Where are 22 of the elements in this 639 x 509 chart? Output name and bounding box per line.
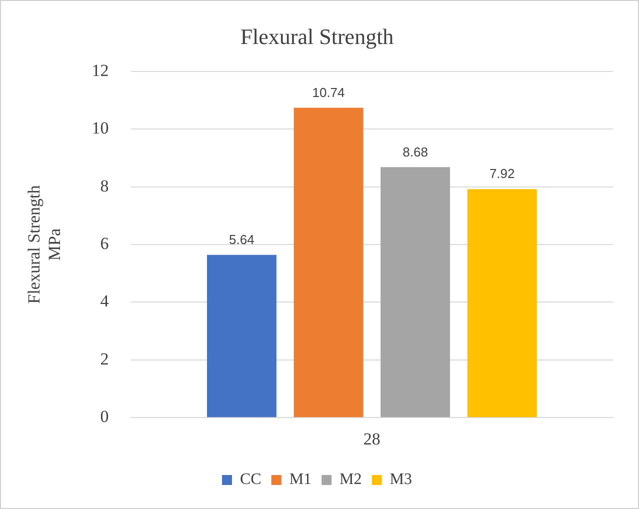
bar: [380, 167, 450, 418]
y-axis-title: Flexural Strength MPa: [24, 184, 64, 304]
bar: [467, 189, 537, 418]
legend-label: M3: [390, 471, 412, 488]
data-label: 7.92: [489, 166, 515, 182]
legend-label: CC: [240, 471, 262, 488]
y-tick-label: 6: [100, 234, 109, 253]
legend-label: M2: [340, 471, 362, 488]
bar: [294, 108, 364, 418]
data-label: 8.68: [402, 144, 428, 160]
y-tick-label: 0: [100, 407, 109, 426]
legend-label: M1: [289, 471, 312, 488]
data-label: 10.74: [312, 84, 345, 100]
y-tick-label: 4: [100, 292, 110, 311]
data-label: 5.64: [229, 232, 254, 247]
x-tick-label: 28: [363, 429, 380, 448]
y-tick-label: 12: [92, 60, 109, 80]
y-tick-label: 10: [92, 118, 109, 138]
y-tick-label: 8: [100, 176, 109, 196]
bar: [206, 254, 276, 418]
chart-title: Flexural Strength: [240, 24, 394, 49]
y-tick-label: 2: [100, 349, 109, 368]
